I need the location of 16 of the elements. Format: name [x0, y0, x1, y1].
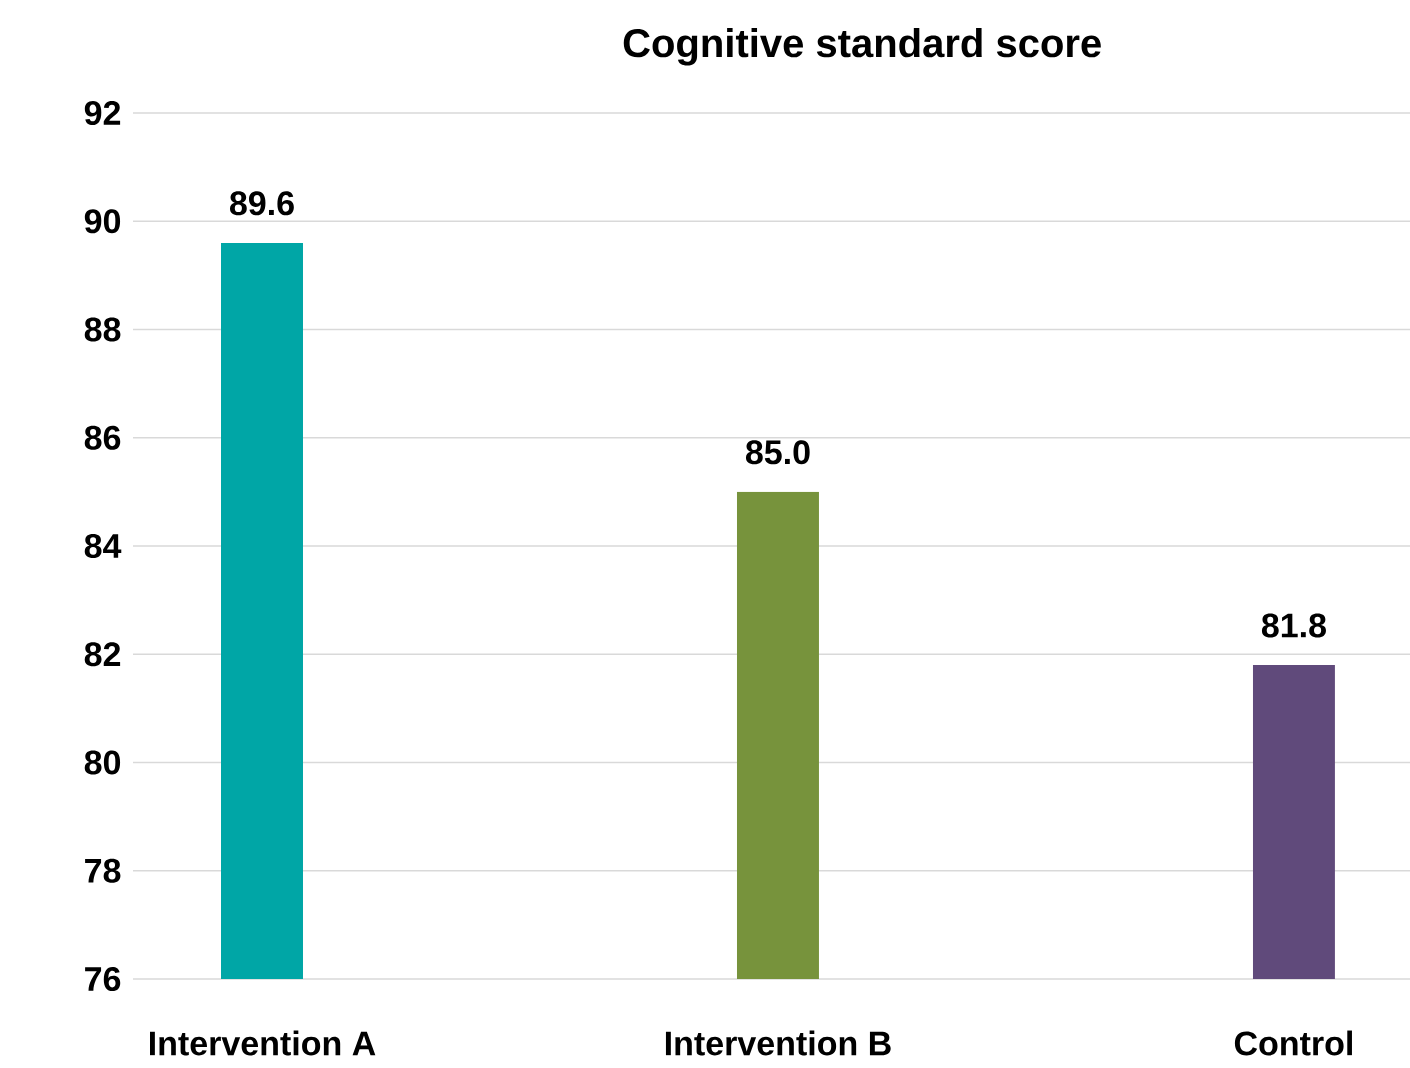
- y-tick-label: 88: [84, 317, 121, 342]
- chart-title: Cognitive standard score: [623, 28, 1101, 66]
- x-tick-label: Control: [1234, 1030, 1352, 1056]
- data-label: 89.6: [229, 191, 294, 216]
- y-tick-label: 92: [84, 100, 121, 126]
- y-tick-label: 84: [84, 533, 122, 559]
- y-tick-label: 90: [84, 209, 121, 234]
- y-tick-label: 80: [84, 750, 121, 775]
- x-tick-label: Intervention B: [665, 1030, 891, 1056]
- y-tick-label: 76: [85, 966, 121, 992]
- y-tick-label: 86: [84, 425, 121, 450]
- y-tick-label: 78: [85, 858, 121, 883]
- x-tick-label: Intervention A: [149, 1030, 376, 1056]
- data-label: 85.0: [745, 440, 810, 465]
- y-tick-label: 82: [84, 642, 121, 667]
- data-label: 81.8: [1261, 613, 1326, 638]
